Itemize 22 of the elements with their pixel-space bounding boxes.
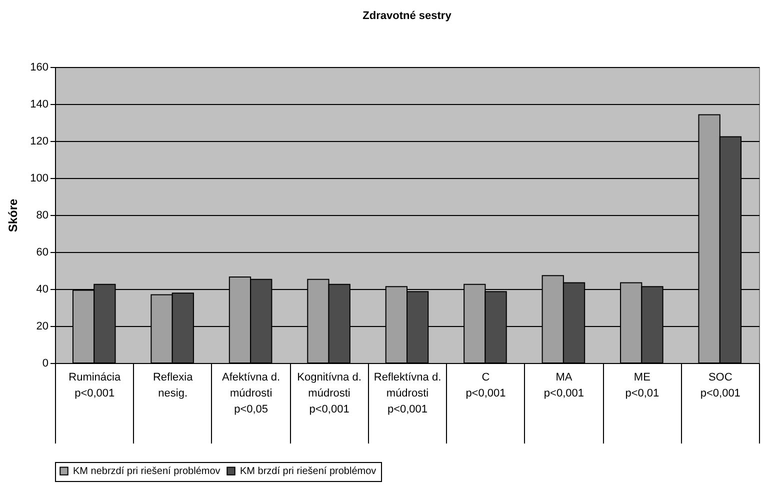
y-tick-label: 120 <box>30 136 48 148</box>
x-tick-label: Reflexia nesig. <box>152 372 194 400</box>
y-tick-label: 160 <box>30 62 48 74</box>
x-tick-label: Afektívna d. múdrosti p<0,05 <box>222 372 280 416</box>
y-axis-title: Skóre <box>6 198 20 232</box>
legend-label: KM nebrzdí pri riešení problémov <box>73 466 220 478</box>
y-tick-label: 0 <box>42 358 48 370</box>
x-tick-label: Kognitívna d. múdrosti p<0,001 <box>297 372 362 416</box>
x-tick-label: SOC p<0,001 <box>700 372 740 400</box>
x-tick-label: C p<0,001 <box>466 372 506 400</box>
y-tick-label: 100 <box>30 172 48 184</box>
x-tick-label: Ruminácia p<0,001 <box>68 372 122 400</box>
y-tick-label: 20 <box>36 320 48 332</box>
legend-label: KM brzdí pri riešení problémov <box>240 466 376 478</box>
x-tick-label: MA p<0,001 <box>544 372 584 400</box>
x-tick-label: Reflektívna d. múdrosti p<0,001 <box>374 372 442 416</box>
y-tick-label: 60 <box>36 246 48 258</box>
y-tick-label: 80 <box>36 210 48 222</box>
chart-title: Zdravotné sestry <box>362 10 452 22</box>
y-tick-label: 40 <box>36 284 48 296</box>
x-tick-label: ME p<0,01 <box>625 372 660 400</box>
y-tick-label: 140 <box>30 98 48 110</box>
